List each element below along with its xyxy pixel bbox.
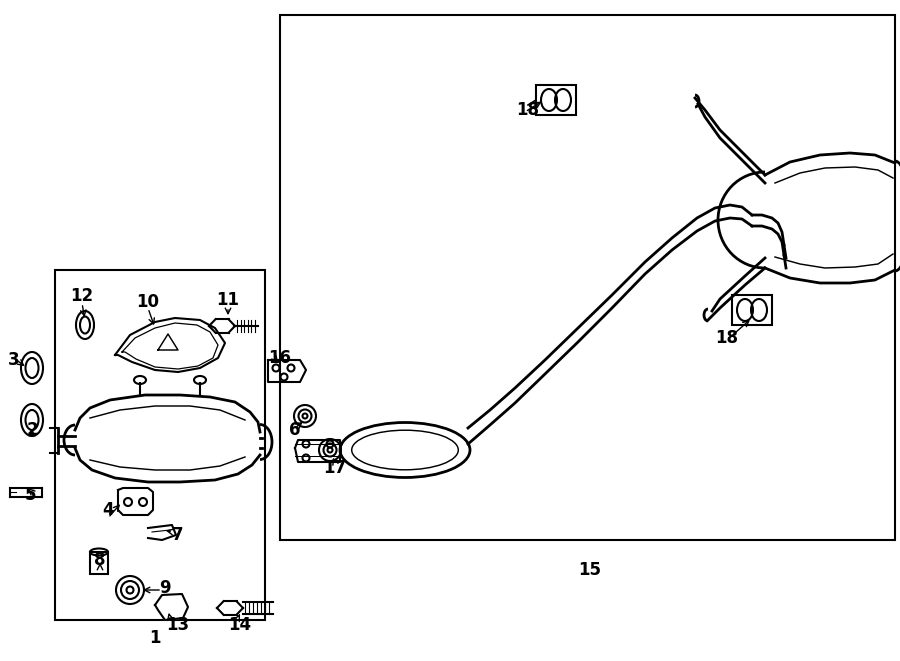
Bar — [90, 552, 108, 574]
Text: 13: 13 — [166, 616, 190, 634]
Bar — [536, 85, 576, 115]
Polygon shape — [148, 525, 176, 540]
Text: 9: 9 — [159, 579, 171, 597]
Text: 10: 10 — [137, 293, 159, 311]
Text: 17: 17 — [323, 459, 346, 477]
Text: 15: 15 — [579, 561, 601, 579]
Text: 16: 16 — [268, 349, 292, 367]
Text: 8: 8 — [94, 551, 106, 569]
Text: 18: 18 — [517, 101, 539, 119]
Text: 2: 2 — [26, 421, 38, 439]
Text: 14: 14 — [229, 616, 252, 634]
Text: 4: 4 — [103, 501, 113, 519]
Text: 18: 18 — [716, 329, 739, 347]
Text: 7: 7 — [172, 526, 184, 544]
Bar — [280, 15, 895, 540]
Bar — [732, 295, 772, 325]
Text: 1: 1 — [149, 629, 161, 647]
Bar — [55, 270, 265, 620]
Text: 12: 12 — [70, 287, 94, 305]
Text: 11: 11 — [217, 291, 239, 309]
Text: 3: 3 — [8, 351, 20, 369]
Text: 6: 6 — [289, 421, 301, 439]
Polygon shape — [155, 594, 188, 620]
Text: 5: 5 — [24, 486, 36, 504]
